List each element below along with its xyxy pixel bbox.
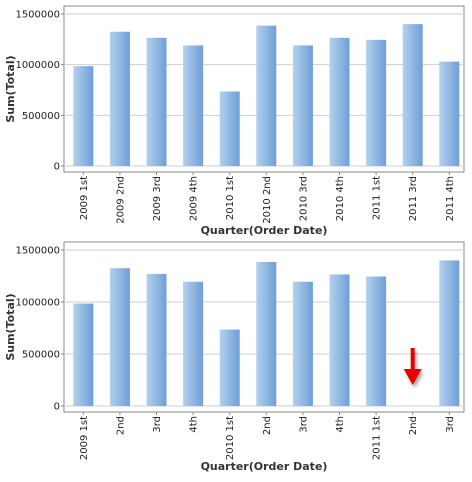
x-tick-label: 2nd xyxy=(262,416,273,435)
y-tick-label: 500000 xyxy=(22,350,60,361)
x-tick-label: 2011 1st xyxy=(372,416,383,460)
x-axis-title: Quarter(Order Date) xyxy=(201,224,328,237)
x-tick-label: 2009 3rd xyxy=(152,176,163,221)
y-tick-label: 1500000 xyxy=(15,246,60,257)
bar xyxy=(366,277,386,406)
bar xyxy=(183,45,203,166)
x-tick-label: 2010 1st xyxy=(225,416,236,460)
bar xyxy=(366,40,386,166)
x-tick-label: 4th xyxy=(189,416,200,433)
x-tick-label: 2011 3rd xyxy=(408,176,419,221)
bar xyxy=(110,268,130,406)
bar xyxy=(403,24,423,166)
x-tick-label: 2009 1st xyxy=(79,416,90,460)
bar xyxy=(256,262,276,406)
bar xyxy=(183,282,203,406)
x-tick-label: 3rd xyxy=(152,416,163,433)
bar xyxy=(330,38,350,166)
y-axis-title: Sum(Total) xyxy=(4,293,17,360)
bar xyxy=(73,304,93,406)
bar xyxy=(330,274,350,406)
x-tick-label: 2010 3rd xyxy=(298,176,309,221)
x-tick-label: 2009 2nd xyxy=(115,176,126,224)
y-tick-label: 1500000 xyxy=(15,10,60,21)
bar xyxy=(439,62,459,166)
chart-1: 0 500000 1000000 1500000 2009 1st 2009 2nd 200… xyxy=(4,6,464,237)
x-tick-label: 2010 1st xyxy=(225,176,236,220)
y-tick-label: 1000000 xyxy=(15,60,60,71)
bar xyxy=(293,282,313,406)
bar xyxy=(110,32,130,166)
x-tick-label: 2010 4th xyxy=(335,176,346,221)
y-axis-title: Sum(Total) xyxy=(4,55,17,122)
x-tick-label: 2010 2nd xyxy=(262,176,273,224)
bar xyxy=(220,330,240,406)
bar xyxy=(439,260,459,406)
x-tick-label: 2011 4th xyxy=(445,176,456,221)
x-tick-label: 2009 4th xyxy=(189,176,200,221)
x-tick-label: 2011 1st xyxy=(372,176,383,220)
bar xyxy=(147,38,167,166)
y-tick-label: 500000 xyxy=(22,111,60,122)
x-tick-label: 4th xyxy=(335,416,346,433)
x-tick-label: 2009 1st xyxy=(79,176,90,220)
y-tick-label: 0 xyxy=(54,402,60,413)
x-tick-label: 2nd xyxy=(115,416,126,435)
bar xyxy=(220,92,240,166)
x-axis-title: Quarter(Order Date) xyxy=(201,460,328,473)
bar xyxy=(256,26,276,166)
x-tick-label: 2nd xyxy=(408,416,419,435)
y-tick-label: 1000000 xyxy=(15,298,60,309)
bar xyxy=(73,66,93,166)
bar xyxy=(293,45,313,166)
x-tick-label: 3rd xyxy=(445,416,456,433)
chart-2: 0 500000 1000000 1500000 2009 1st 2nd 3rd 4th 20… xyxy=(4,242,472,473)
arrow-shaft xyxy=(411,348,415,372)
y-tick-label: 0 xyxy=(54,162,60,173)
bar xyxy=(147,274,167,406)
x-tick-label: 3rd xyxy=(298,416,309,433)
